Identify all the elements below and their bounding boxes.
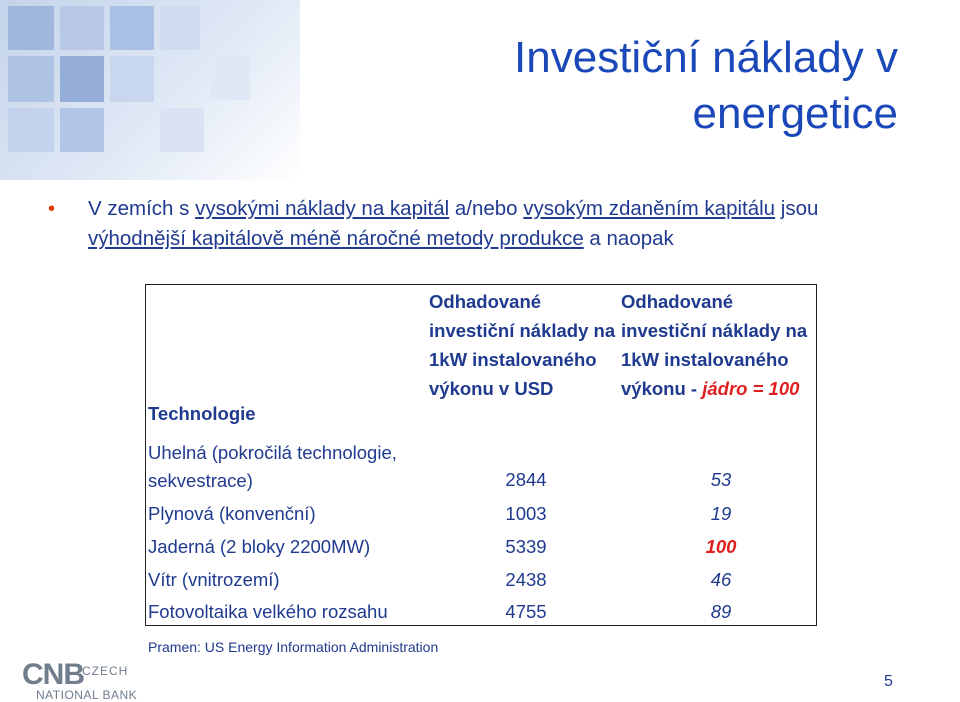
row-index: 89 (710, 601, 732, 622)
bullet-dot-icon: • (48, 198, 56, 220)
bullet-underlined-phrase: vysokými náklady na kapitál (195, 197, 450, 220)
row-technology-line: sekvestrace) (148, 470, 253, 491)
row-technology: Jaderná (2 bloky 2200MW) (148, 536, 371, 557)
bullet-text: V zemích s vysokými náklady na kapitál a… (88, 194, 918, 254)
cost-table: Technologie Odhadované investiční náklad… (145, 284, 817, 626)
row-technology-line: Uhelná (pokročilá technologie, (148, 442, 397, 463)
row-usd: 2438 (505, 569, 547, 590)
row-index: 100 (705, 536, 737, 557)
logo-mark: CNB (22, 658, 85, 691)
header-usd: Odhadované investiční náklady na 1kW ins… (429, 291, 616, 399)
table-row: Plynová (konvenční) 1003 19 (146, 503, 816, 533)
header-technology: Technologie (148, 403, 256, 424)
row-technology: Vítr (vnitrozemí) (148, 569, 280, 590)
title-line-2: energetice (692, 89, 898, 138)
bullet-underlined-phrase: výhodnější kapitálově méně náročné metod… (88, 227, 584, 250)
row-technology: Plynová (konvenční) (148, 503, 316, 524)
table-row: Uhelná (pokročilá technologie, sekvestra… (146, 437, 816, 497)
header-index: Odhadované investiční náklady na 1kW ins… (621, 287, 816, 437)
bullet-text-part: a naopak (583, 227, 674, 250)
row-usd: 1003 (505, 503, 547, 524)
slide-title: Investiční náklady v energetice (378, 30, 898, 142)
bullet-point: • V zemích s vysokými náklady na kapitál… (48, 194, 918, 254)
row-technology: Uhelná (pokročilá technologie, sekvestra… (148, 439, 397, 495)
bullet-text-part: V zemích s (88, 197, 196, 220)
table-row: Jaderná (2 bloky 2200MW) 5339 100 (146, 536, 816, 566)
cnb-logo: CNB CZECH NATIONAL BANK (22, 658, 137, 702)
page-number: 5 (884, 673, 893, 690)
decorative-mosaic (0, 0, 300, 180)
bullet-text-part: jsou (775, 197, 819, 220)
row-index: 46 (710, 569, 732, 590)
bullet-underlined-phrase: vysokým zdaněním kapitálu (523, 197, 776, 220)
table-row: Vítr (vnitrozemí) 2438 46 (146, 569, 816, 599)
title-line-1: Investiční náklady v (514, 33, 898, 82)
logo-line-1: CZECH (82, 664, 129, 678)
row-usd: 2844 (505, 469, 547, 490)
table-row: Fotovoltaika velkého rozsahu 4755 89 (146, 601, 816, 631)
row-index: 53 (710, 469, 732, 490)
source-note: Pramen: US Energy Information Administra… (148, 639, 439, 655)
bullet-text-part: a/nebo (449, 197, 524, 220)
header-index-text: Odhadované investiční náklady na 1kW ins… (621, 291, 808, 399)
header-index-highlight: jádro = 100 (702, 378, 800, 399)
logo-line-2: NATIONAL BANK (36, 688, 138, 702)
row-technology: Fotovoltaika velkého rozsahu (148, 601, 388, 622)
row-usd: 4755 (505, 601, 547, 622)
row-index: 19 (710, 503, 732, 524)
row-usd: 5339 (505, 536, 547, 557)
